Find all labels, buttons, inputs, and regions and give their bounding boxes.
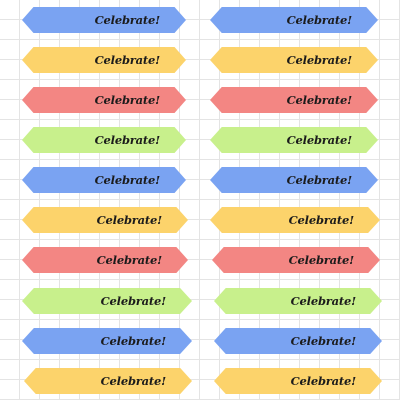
banner-row9-left: Celebrate! (22, 328, 192, 354)
banner-label: Celebrate! (286, 13, 353, 27)
banner-row5-left: Celebrate! (22, 167, 186, 193)
banner-row4-right: Celebrate! (210, 127, 378, 153)
banner-row9-right: Celebrate! (214, 328, 382, 354)
banner-label: Celebrate! (290, 374, 357, 388)
banner-row6-right: Celebrate! (210, 207, 380, 233)
banner-label: Celebrate! (286, 173, 353, 187)
banner-row4-left: Celebrate! (22, 127, 186, 153)
banner-label: Celebrate! (288, 213, 355, 227)
banner-label: Celebrate! (290, 334, 357, 348)
banner-row10-right: Celebrate! (214, 368, 382, 394)
banner-label: Celebrate! (288, 253, 355, 267)
banner-label: Celebrate! (94, 53, 161, 67)
banner-row8-left: Celebrate! (22, 288, 192, 314)
banner-label: Celebrate! (286, 53, 353, 67)
banner-row5-right: Celebrate! (210, 167, 378, 193)
banner-label: Celebrate! (96, 213, 163, 227)
banner-label: Celebrate! (286, 93, 353, 107)
banner-label: Celebrate! (290, 294, 357, 308)
banner-row8-right: Celebrate! (214, 288, 382, 314)
banner-row3-right: Celebrate! (210, 87, 378, 113)
banner-row2-right: Celebrate! (210, 47, 378, 73)
banner-label: Celebrate! (100, 374, 167, 388)
banner-row10-left: Celebrate! (24, 368, 192, 394)
banner-label: Celebrate! (94, 13, 161, 27)
banner-row3-left: Celebrate! (22, 87, 186, 113)
banner-label: Celebrate! (94, 133, 161, 147)
banner-row1-right: Celebrate! (210, 7, 378, 33)
banner-label: Celebrate! (96, 253, 163, 267)
banner-label: Celebrate! (94, 93, 161, 107)
banner-label: Celebrate! (286, 133, 353, 147)
banner-row6-left: Celebrate! (22, 207, 188, 233)
banner-row1-left: Celebrate! (22, 7, 186, 33)
banner-label: Celebrate! (100, 294, 167, 308)
banner-row2-left: Celebrate! (22, 47, 186, 73)
banner-row7-left: Celebrate! (22, 247, 188, 273)
banner-row7-right: Celebrate! (212, 247, 380, 273)
banner-label: Celebrate! (100, 334, 167, 348)
banner-label: Celebrate! (94, 173, 161, 187)
